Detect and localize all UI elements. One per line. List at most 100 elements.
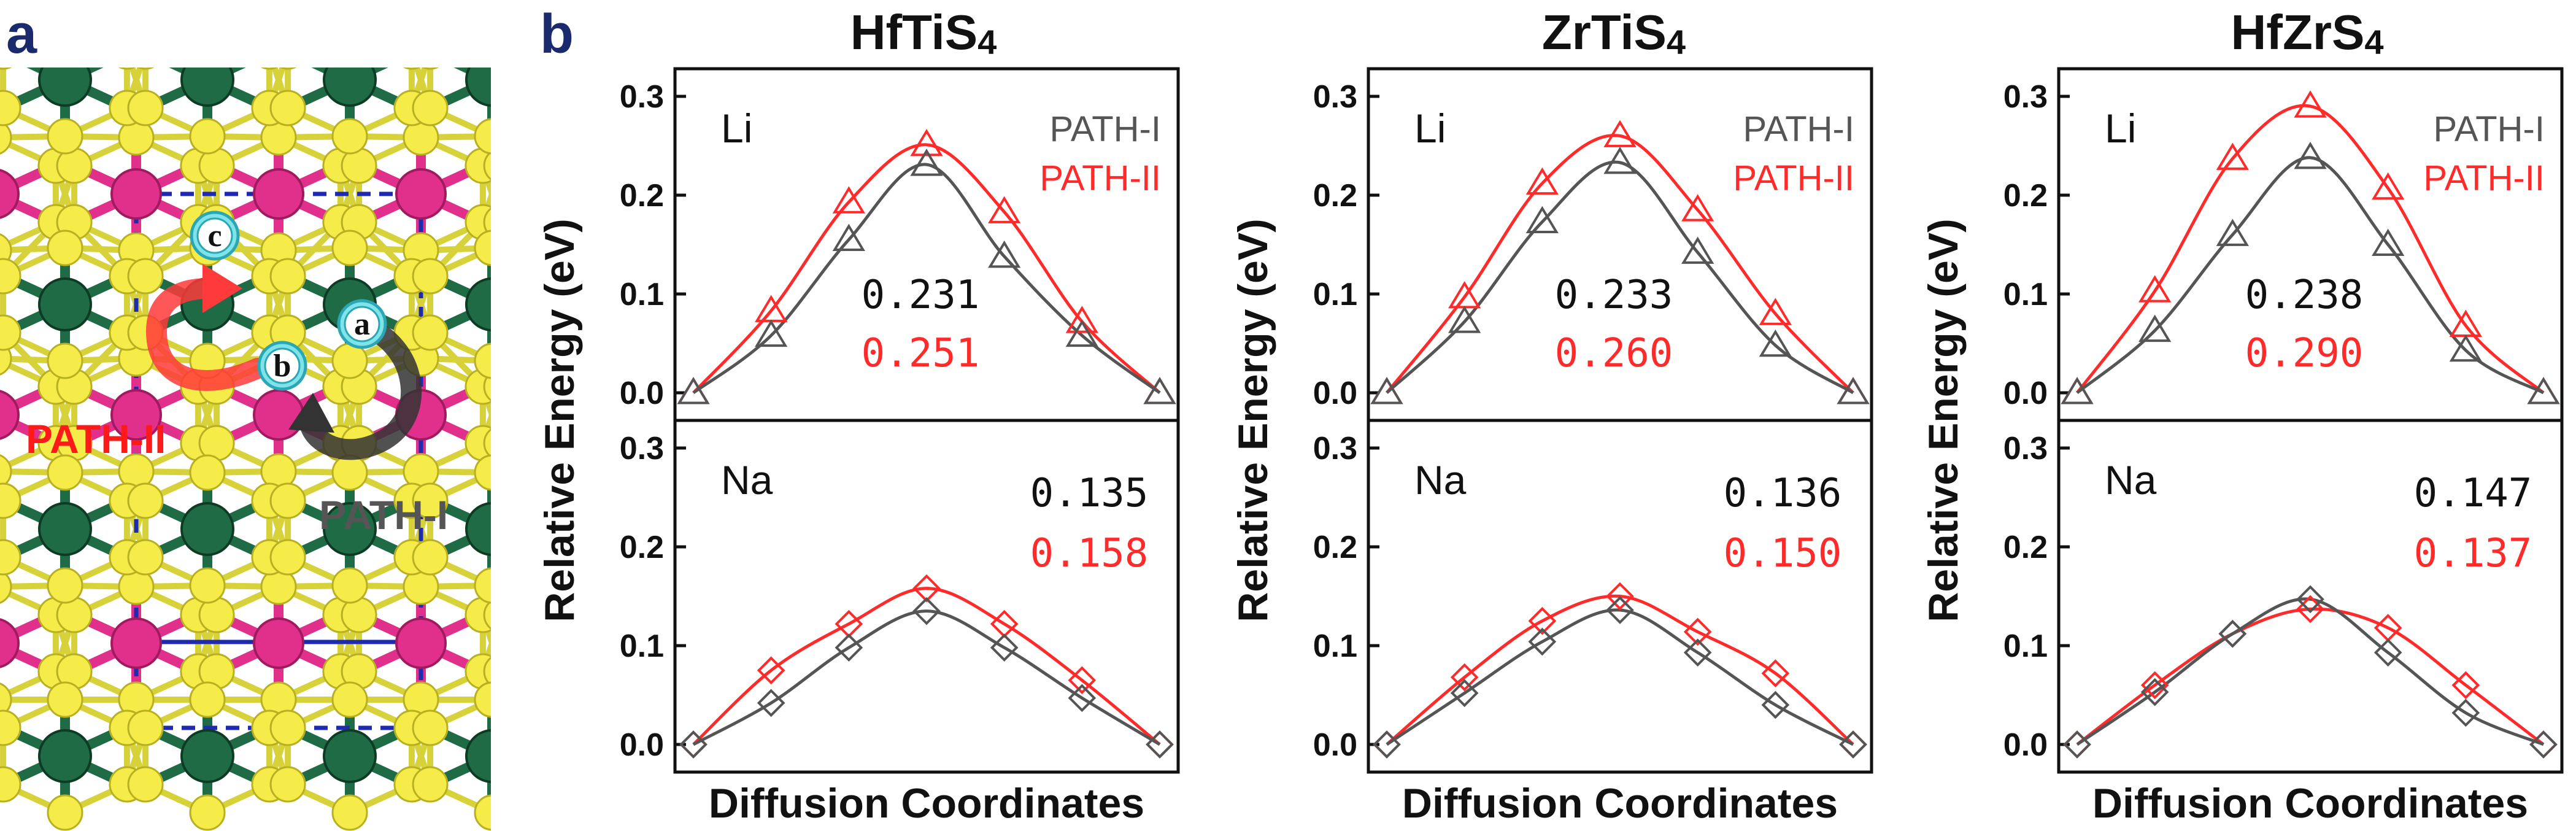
y-tick-label: 0.0 bbox=[2003, 727, 2048, 763]
y-axis-label: Relative Energy (eV) bbox=[1230, 218, 1276, 622]
s-atom bbox=[47, 342, 83, 379]
s-atom bbox=[190, 6, 225, 41]
barrier-path1: 0.238 bbox=[2245, 272, 2364, 318]
legend-path2: PATH-II bbox=[1733, 158, 1854, 198]
metal-atom-green bbox=[38, 277, 92, 331]
s-atom bbox=[412, 258, 449, 295]
s-atom bbox=[333, 6, 367, 41]
y-tick-label: 0.0 bbox=[2003, 376, 2048, 411]
series-line-path1 bbox=[1386, 160, 1854, 395]
data-point-path1 bbox=[2296, 585, 2324, 614]
crystal-structure: c a b PATH-II PATH-I bbox=[0, 6, 588, 831]
data-point-path1 bbox=[2374, 638, 2402, 667]
s-atom bbox=[483, 207, 491, 238]
series-line-path1 bbox=[2076, 597, 2544, 746]
path2-arrow bbox=[145, 278, 268, 391]
s-atom bbox=[331, 567, 368, 604]
barrier-path1: 0.136 bbox=[1724, 471, 1842, 516]
s-atom bbox=[269, 482, 306, 519]
s-atom bbox=[269, 258, 306, 295]
data-point-path2 bbox=[2140, 671, 2169, 700]
data-point-path1 bbox=[1065, 319, 1098, 347]
y-tick-label: 0.3 bbox=[1313, 431, 1357, 466]
data-point-path1 bbox=[2451, 698, 2480, 727]
data-point-path1 bbox=[912, 597, 941, 625]
data-point-path1 bbox=[1450, 679, 1479, 708]
metal-atom-pink bbox=[110, 389, 162, 441]
data-point-path1 bbox=[2529, 730, 2558, 759]
metal-atom-pink bbox=[539, 619, 588, 668]
barrier-path2: 0.150 bbox=[1724, 531, 1842, 576]
chart-title-main: ZrTiS bbox=[1542, 5, 1667, 60]
data-point-path1 bbox=[1603, 146, 1637, 174]
s-atom bbox=[537, 711, 571, 745]
s-atom bbox=[0, 258, 21, 295]
chart-title: HfZrS4 bbox=[2231, 5, 2384, 61]
s-atom bbox=[0, 454, 12, 489]
data-point-path1 bbox=[755, 319, 788, 347]
s-atom bbox=[546, 682, 580, 717]
chart-title: HfTiS4 bbox=[850, 5, 997, 61]
s-atom bbox=[137, 68, 154, 70]
s-atom bbox=[465, 147, 491, 184]
data-point-path1 bbox=[1606, 596, 1634, 624]
s-atom bbox=[465, 597, 491, 633]
metal-atom-green bbox=[38, 729, 92, 783]
y-tick-label: 0.2 bbox=[2003, 530, 2048, 565]
s-atom bbox=[189, 567, 226, 604]
s-atom bbox=[475, 6, 509, 41]
data-point-path1 bbox=[1068, 684, 1097, 713]
s-atom bbox=[331, 118, 368, 155]
metal-atom-pink bbox=[0, 618, 20, 668]
ion-label: Na bbox=[721, 457, 773, 503]
ion-label: Li bbox=[2105, 106, 2136, 151]
s-atom bbox=[0, 482, 21, 519]
y-tick-label: 0.0 bbox=[620, 727, 664, 763]
data-point-path2 bbox=[1525, 167, 1559, 195]
metal-atom-pink bbox=[0, 390, 20, 440]
s-atom bbox=[118, 68, 136, 70]
data-point-path1 bbox=[835, 633, 863, 662]
legend-path2: PATH-II bbox=[2423, 158, 2545, 198]
y-tick-label: 0.2 bbox=[1313, 530, 1357, 565]
barrier-path1: 0.147 bbox=[2414, 471, 2532, 516]
y-tick-label: 0.2 bbox=[2003, 178, 2048, 214]
s-atom bbox=[269, 539, 306, 576]
data-point-path2 bbox=[832, 186, 865, 214]
s-atom bbox=[189, 794, 226, 831]
y-tick-label: 0.0 bbox=[1313, 727, 1357, 763]
metal-atom-green bbox=[323, 68, 377, 107]
s-atom bbox=[127, 258, 164, 295]
path1-arrowhead bbox=[288, 393, 334, 433]
ion-label: Li bbox=[721, 106, 752, 151]
data-point-path1 bbox=[2061, 377, 2094, 404]
data-point-path1 bbox=[2216, 218, 2249, 246]
y-tick-label: 0.1 bbox=[2003, 628, 2048, 664]
barrier-path1: 0.231 bbox=[862, 272, 980, 318]
data-point-path2 bbox=[1450, 663, 1479, 692]
s-atom bbox=[0, 314, 21, 351]
chart-frame bbox=[2057, 419, 2564, 774]
y-tick-label: 0.1 bbox=[620, 628, 664, 664]
s-atom bbox=[47, 794, 83, 831]
barrier-path2: 0.290 bbox=[2245, 331, 2364, 376]
data-point-path1 bbox=[2138, 314, 2172, 342]
metal-atom-pink bbox=[395, 617, 447, 669]
s-atom bbox=[422, 68, 439, 70]
y-tick-label: 0.1 bbox=[620, 277, 664, 312]
s-atom bbox=[412, 90, 449, 126]
metal-atom-green bbox=[180, 729, 234, 783]
barrier-path1: 0.233 bbox=[1555, 272, 1673, 318]
data-point-path2 bbox=[2138, 275, 2172, 303]
s-atom bbox=[127, 709, 164, 746]
s-atom bbox=[412, 766, 449, 803]
y-tick-label: 0.3 bbox=[2003, 431, 2048, 466]
data-point-path1 bbox=[1761, 690, 1790, 719]
data-point-path1 bbox=[1143, 377, 1176, 404]
s-atom bbox=[474, 118, 491, 155]
s-atom bbox=[0, 766, 21, 803]
ion-site-label: a bbox=[354, 307, 370, 342]
data-point-path2 bbox=[1681, 194, 1714, 222]
s-atom bbox=[127, 90, 164, 126]
data-point-path1 bbox=[1528, 627, 1557, 656]
